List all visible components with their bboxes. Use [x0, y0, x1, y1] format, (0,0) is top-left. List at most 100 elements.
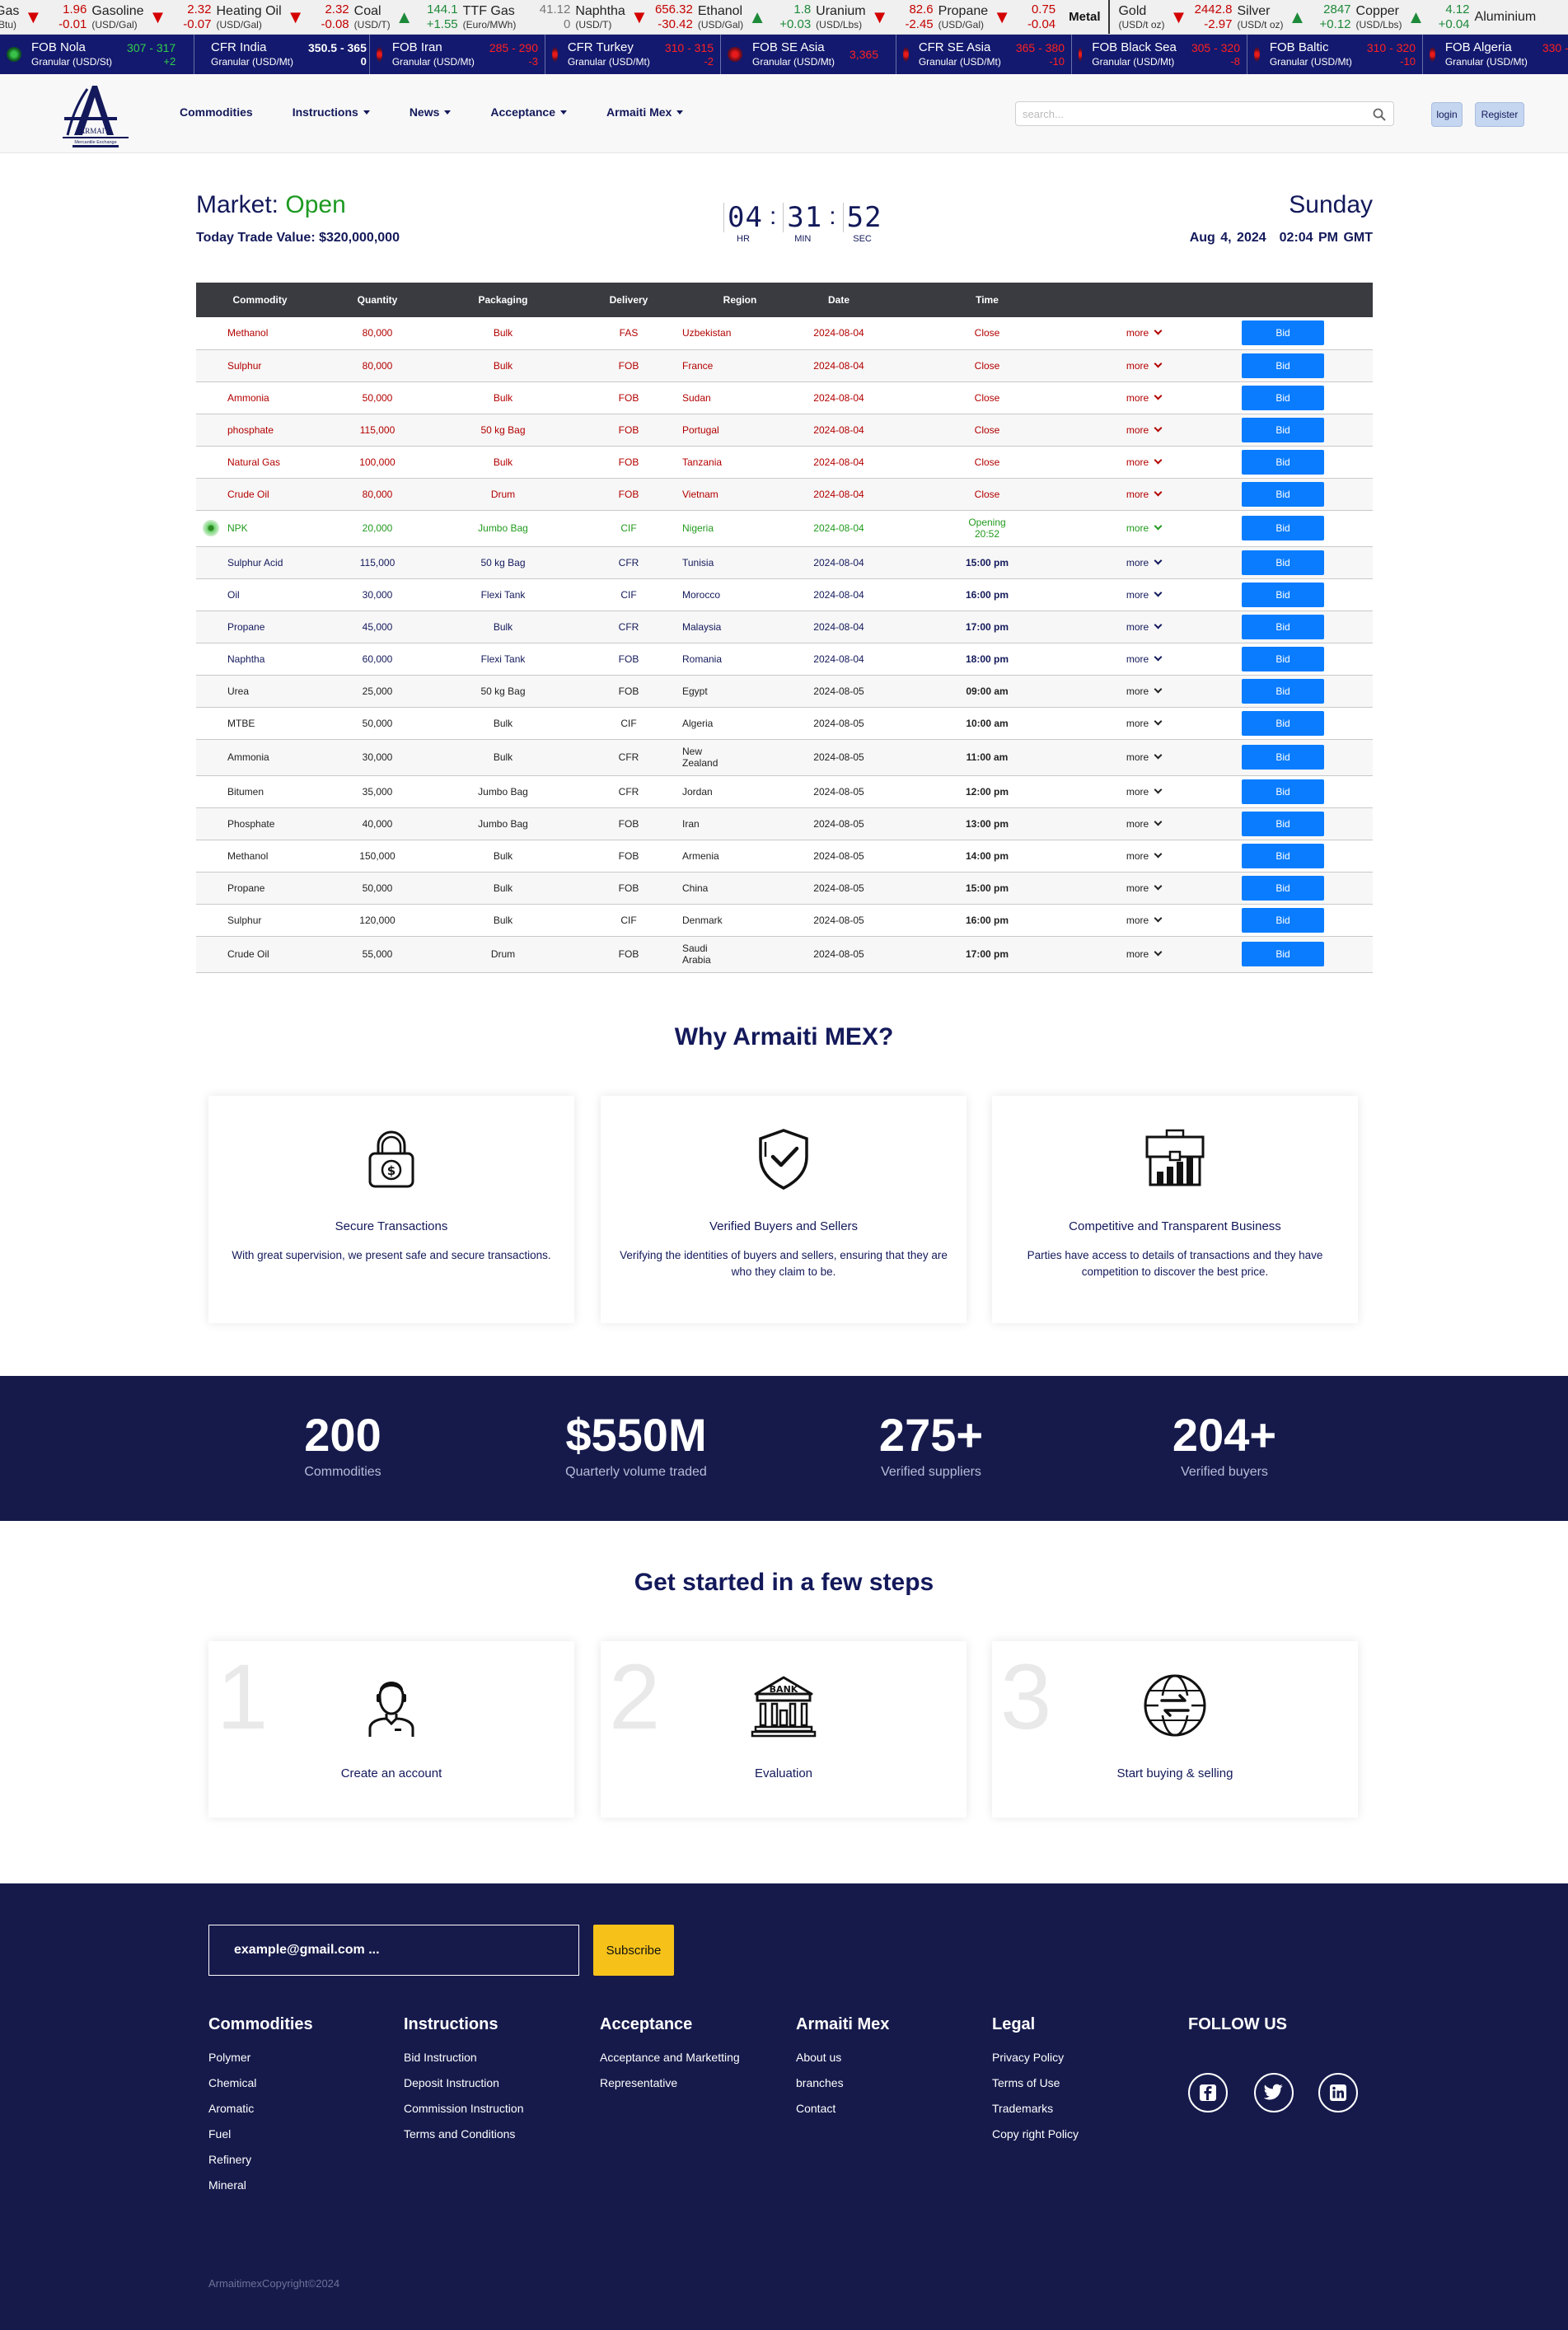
ticker-item[interactable]: Ethanol (USD/Gal) ▲ 1.8 +0.03: [698, 0, 816, 34]
market-status-value: Open: [285, 191, 346, 218]
bid-button[interactable]: Bid: [1242, 875, 1324, 901]
bid-button[interactable]: Bid: [1242, 779, 1324, 804]
armaiti-logo[interactable]: ARMAITI Mercantile Exchange: [59, 81, 132, 148]
bid-button[interactable]: Bid: [1242, 320, 1324, 346]
more-toggle[interactable]: more: [1094, 739, 1193, 776]
footer-link[interactable]: Privacy Policy: [992, 2051, 1065, 2064]
nav-link-acceptance[interactable]: Acceptance: [490, 105, 567, 119]
bid-button[interactable]: Bid: [1242, 843, 1324, 868]
footer-link[interactable]: Refinery: [208, 2153, 252, 2166]
bid-button[interactable]: Bid: [1242, 678, 1324, 704]
bid-button[interactable]: Bid: [1242, 417, 1324, 442]
more-toggle[interactable]: more: [1094, 775, 1193, 808]
nav-link-news[interactable]: News: [410, 105, 452, 119]
fertilizer-ticker-item[interactable]: FOB Algeria Granular (USD/Mt) 330 - 360-8: [1423, 35, 1568, 74]
clock-seconds-value: 52: [842, 203, 882, 232]
footer-link[interactable]: Aromatic: [208, 2102, 255, 2115]
ticker-item[interactable]: Heating Oil (USD/Gal) ▼ 2.32 -0.08: [217, 0, 354, 34]
footer-link[interactable]: Terms and Conditions: [404, 2127, 516, 2141]
bid-button[interactable]: Bid: [1242, 614, 1324, 639]
bid-button[interactable]: Bid: [1242, 710, 1324, 736]
footer-link[interactable]: Copy right Policy: [992, 2127, 1079, 2141]
newsletter-email-input[interactable]: [208, 1925, 579, 1976]
facebook-icon[interactable]: [1188, 2073, 1228, 2112]
fertilizer-ticker-item[interactable]: FOB Nola Granular (USD/St) 307 - 317 +2: [0, 35, 194, 74]
more-toggle[interactable]: more: [1094, 446, 1193, 479]
bid-button[interactable]: Bid: [1242, 745, 1324, 770]
more-toggle[interactable]: more: [1094, 643, 1193, 676]
footer-link[interactable]: Fuel: [208, 2127, 232, 2141]
footer-link[interactable]: Bid Instruction: [404, 2051, 477, 2064]
footer-link[interactable]: Terms of Use: [992, 2076, 1060, 2089]
more-toggle[interactable]: more: [1094, 707, 1193, 740]
bid-button[interactable]: Bid: [1242, 582, 1324, 607]
bid-button[interactable]: Bid: [1242, 811, 1324, 836]
more-toggle[interactable]: more: [1094, 349, 1193, 382]
region-line: Vietnam: [682, 488, 718, 500]
bid-button[interactable]: Bid: [1242, 550, 1324, 575]
footer-link[interactable]: Representative: [600, 2076, 678, 2089]
more-toggle[interactable]: more: [1094, 904, 1193, 937]
fertilizer-ticker-item[interactable]: FOB SE Asia Granular (USD/Mt) 3,365: [721, 35, 896, 74]
login-button[interactable]: login: [1431, 102, 1463, 127]
footer-link[interactable]: Polymer: [208, 2051, 251, 2064]
more-toggle[interactable]: more: [1094, 611, 1193, 643]
more-toggle[interactable]: more: [1094, 510, 1193, 547]
search-icon[interactable]: [1372, 107, 1387, 122]
ticker-item[interactable]: Coal (USD/T) ▲ 144.1 +1.55: [354, 0, 463, 34]
footer-link[interactable]: Commission Instruction: [404, 2102, 524, 2115]
ticker-item[interactable]: Aluminium: [1475, 0, 1540, 34]
ticker-item[interactable]: Gasoline (USD/Gal) ▼ 2.32 -0.07: [91, 0, 216, 34]
ticker-item[interactable]: Uranium (USD/Lbs) ▼ 82.6 -2.45: [816, 0, 938, 34]
more-toggle[interactable]: more: [1094, 317, 1193, 350]
more-toggle[interactable]: more: [1094, 840, 1193, 873]
ticker-item[interactable]: Copper (USD/Lbs) ▲ 4.12 +0.04: [1356, 0, 1475, 34]
nav-link-instructions[interactable]: Instructions: [293, 105, 370, 119]
fertilizer-ticker-item[interactable]: FOB Baltic Granular (USD/Mt) 310 - 320 -10: [1247, 35, 1423, 74]
fertilizer-ticker-item[interactable]: FOB Black Sea Granular (USD/Mt) 305 - 320-…: [1072, 35, 1247, 74]
ticker-item[interactable]: Naphtha (USD/T) ▼ 656.32 -30.42: [575, 0, 698, 34]
subscribe-button[interactable]: Subscribe: [593, 1925, 674, 1976]
more-toggle[interactable]: more: [1094, 675, 1193, 708]
ticker-item[interactable]: Gas(Btu)▼1.96-0.01: [0, 0, 91, 34]
linkedin-icon[interactable]: [1318, 2073, 1358, 2112]
bid-button[interactable]: Bid: [1242, 907, 1324, 933]
footer-link[interactable]: About us: [796, 2051, 842, 2064]
ticker-item[interactable]: Silver (USD/t oz) ▲ 2847 +0.12: [1238, 0, 1356, 34]
nav-link-armaiti-mex[interactable]: Armaiti Mex: [606, 105, 684, 119]
fertilizer-ticker-item[interactable]: FOB Iran Granular (USD/Mt) 285 - 290 -3: [370, 35, 545, 74]
bid-button[interactable]: Bid: [1242, 942, 1324, 966]
why-card-title: Competitive and Transparent Business: [1069, 1219, 1281, 1233]
ticker-item[interactable]: Gold (USD/t oz) ▼ 2442.8 -2.97: [1118, 0, 1237, 34]
footer-link[interactable]: Mineral: [208, 2178, 246, 2192]
nav-link-commodities[interactable]: Commodities: [180, 105, 253, 119]
more-toggle[interactable]: more: [1094, 578, 1193, 611]
footer-link[interactable]: Chemical: [208, 2076, 257, 2089]
more-toggle[interactable]: more: [1094, 807, 1193, 840]
footer-link[interactable]: branches: [796, 2076, 844, 2089]
footer-link[interactable]: Contact: [796, 2102, 836, 2115]
bid-button[interactable]: Bid: [1242, 516, 1324, 540]
fertilizer-ticker-item[interactable]: CFR SE Asia Granular (USD/Mt) 365 - 380 -10: [896, 35, 1072, 74]
bid-button[interactable]: Bid: [1242, 481, 1324, 507]
fertilizer-ticker-item[interactable]: CFR India Granular (USD/Mt) 350.5 - 365 0: [194, 35, 370, 74]
bid-button[interactable]: Bid: [1242, 449, 1324, 475]
more-toggle[interactable]: more: [1094, 381, 1193, 414]
footer-link[interactable]: Deposit Instruction: [404, 2076, 499, 2089]
more-toggle[interactable]: more: [1094, 478, 1193, 511]
more-toggle[interactable]: more: [1094, 872, 1193, 905]
ticker-item[interactable]: TTF Gas (Euro/MWh) 41.12 0: [463, 0, 576, 34]
more-toggle[interactable]: more: [1094, 936, 1193, 973]
bid-button[interactable]: Bid: [1242, 353, 1324, 378]
footer-link[interactable]: Acceptance and Marketting: [600, 2051, 740, 2064]
twitter-icon[interactable]: [1254, 2073, 1294, 2112]
register-button[interactable]: Register: [1475, 102, 1524, 127]
fertilizer-ticker-item[interactable]: CFR Turkey Granular (USD/Mt) 310 - 315 -2: [545, 35, 721, 74]
more-toggle[interactable]: more: [1094, 414, 1193, 447]
more-toggle[interactable]: more: [1094, 546, 1193, 579]
footer-link[interactable]: Trademarks: [992, 2102, 1054, 2115]
bid-button[interactable]: Bid: [1242, 385, 1324, 410]
search-input[interactable]: [1016, 102, 1362, 125]
ticker-item[interactable]: Propane (USD/Gal) ▼ 0.75 -0.04: [938, 0, 1061, 34]
bid-button[interactable]: Bid: [1242, 646, 1324, 671]
